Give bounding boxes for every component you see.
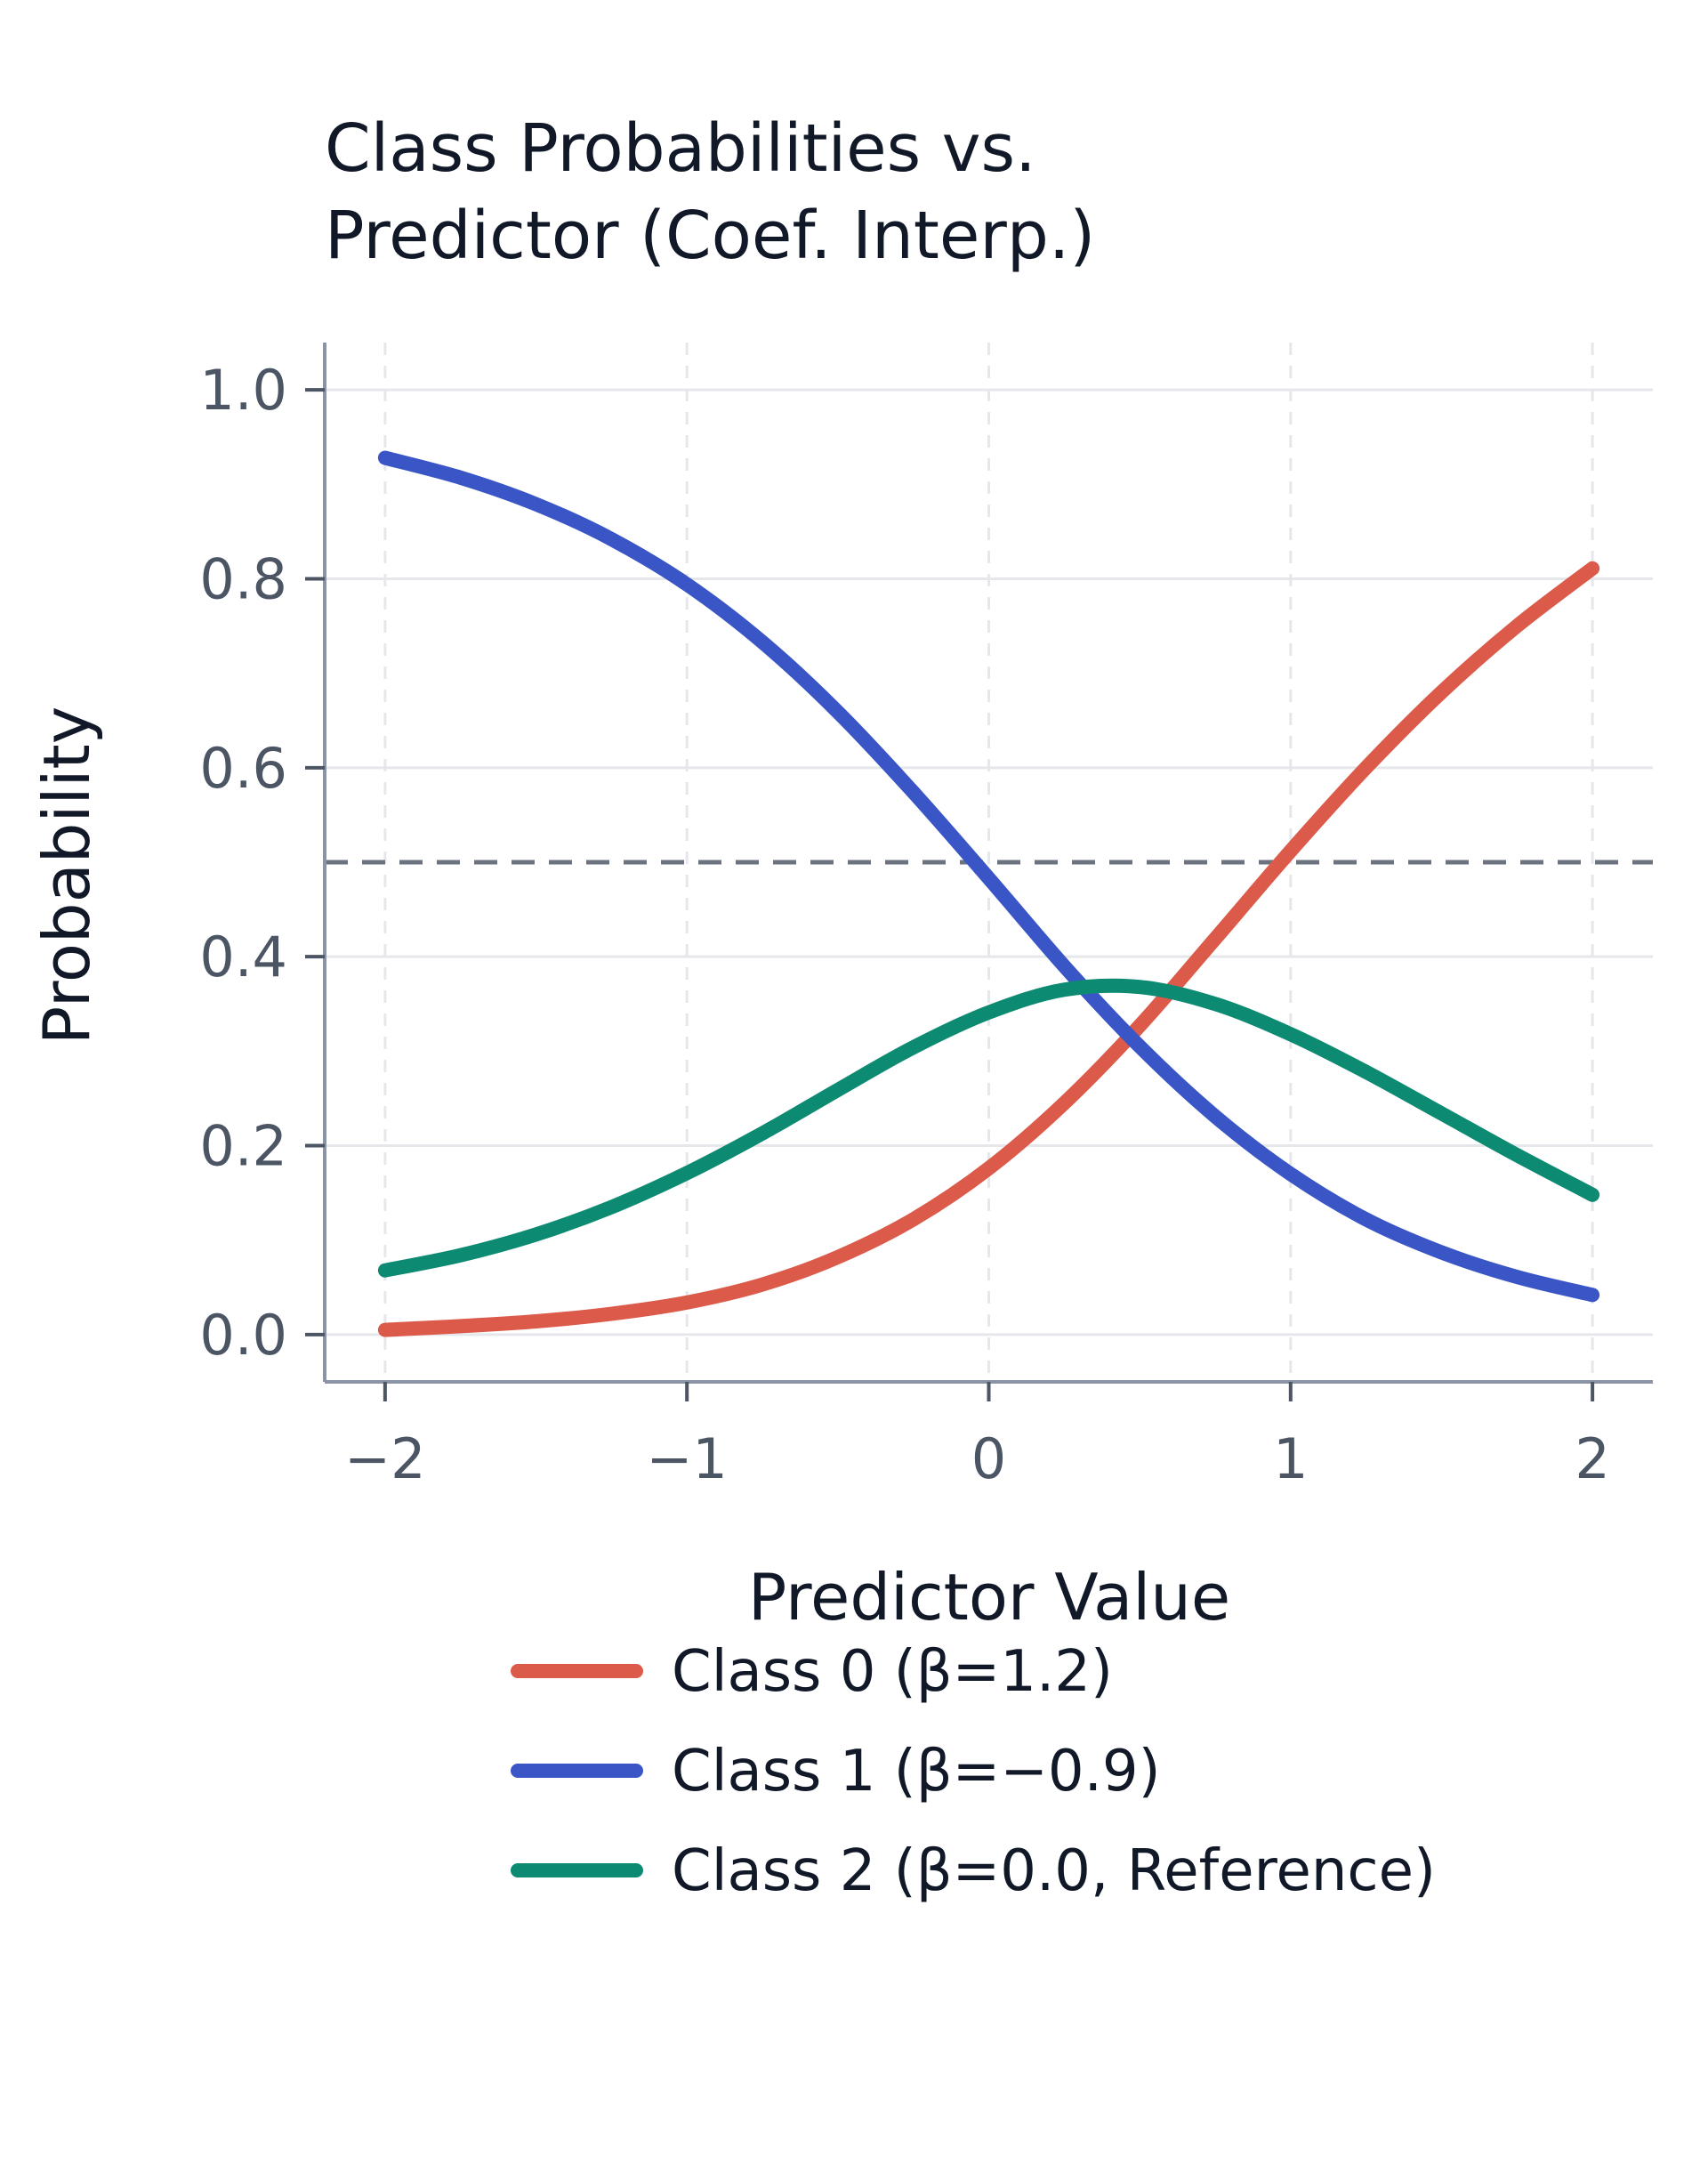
legend: Class 0 (β=1.2) Class 1 (β=−0.9) Class 2 (… [511,1639,1436,1904]
y-tick-label-2: 0.4 [199,925,287,989]
grid [325,343,1653,1382]
chart-title-line-1: Class Probabilities vs. [325,110,1036,187]
chart-title-line-2: Predictor (Coef. Interp.) [325,198,1095,274]
series-line-class-0 [377,561,1600,1337]
y-tick-label-5: 1.0 [199,358,287,423]
x-ticks: −2 −1 0 1 2 [344,1382,1610,1491]
x-tick-label-1: −1 [646,1426,727,1491]
series-line-class-1 [377,450,1600,1303]
legend-label-class-2: Class 2 (β=0.0, Reference) [672,1838,1436,1904]
y-tick-label-3: 0.6 [199,736,287,801]
y-ticks: 0.0 0.2 0.4 0.6 0.8 1.0 [199,358,325,1368]
x-tick-label-0: −2 [344,1426,425,1491]
y-axis-label: Probability [29,707,104,1046]
series-lines [377,450,1600,1337]
y-tick-label-1: 0.2 [199,1114,287,1179]
x-tick-label-4: 2 [1575,1426,1609,1491]
y-tick-label-4: 0.8 [199,546,287,611]
chart-title: Class Probabilities vs. Predictor (Coef.… [325,110,1095,274]
series-line-class-2 [377,978,1600,1278]
legend-label-class-1: Class 1 (β=−0.9) [672,1739,1161,1805]
x-axis-label: Predictor Value [748,1560,1230,1635]
x-tick-label-2: 0 [971,1426,1006,1491]
y-tick-label-0: 0.0 [199,1303,287,1368]
x-tick-label-3: 1 [1273,1426,1308,1491]
legend-label-class-0: Class 0 (β=1.2) [672,1639,1113,1705]
